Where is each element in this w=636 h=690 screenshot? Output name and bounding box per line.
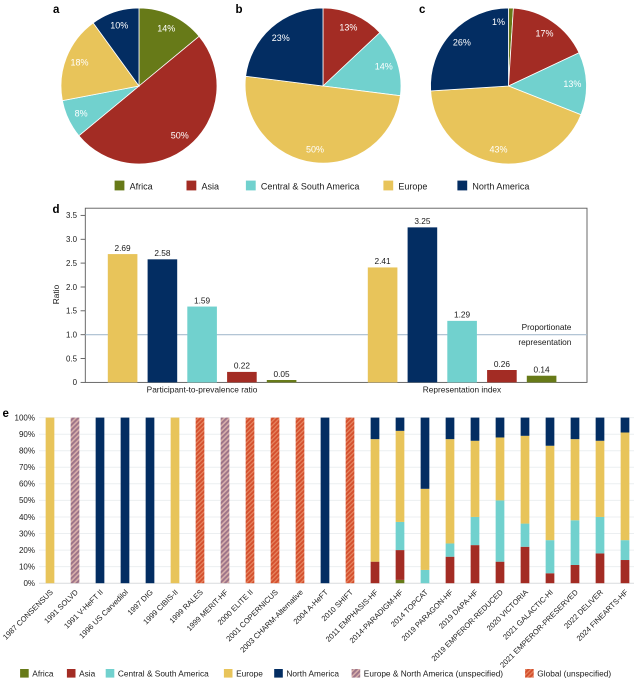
svg-text:3.25: 3.25 <box>414 216 431 226</box>
svg-text:50%: 50% <box>306 145 324 155</box>
svg-text:100%: 100% <box>15 413 35 422</box>
svg-text:26%: 26% <box>453 37 471 47</box>
svg-text:2.41: 2.41 <box>375 256 392 266</box>
svg-text:40%: 40% <box>19 513 35 522</box>
svg-text:13%: 13% <box>339 23 357 33</box>
svg-text:3.5: 3.5 <box>66 211 78 220</box>
svg-text:0.22: 0.22 <box>234 361 251 371</box>
svg-text:Asia: Asia <box>79 669 96 679</box>
svg-text:1.59: 1.59 <box>194 295 211 305</box>
svg-text:Africa: Africa <box>130 182 153 192</box>
svg-text:50%: 50% <box>171 131 189 141</box>
svg-text:0.26: 0.26 <box>494 359 511 369</box>
svg-text:14%: 14% <box>375 61 393 71</box>
svg-text:8%: 8% <box>75 108 88 118</box>
svg-text:1.5: 1.5 <box>66 307 78 316</box>
svg-text:18%: 18% <box>70 58 88 68</box>
svg-text:Ratio: Ratio <box>51 284 61 304</box>
svg-text:13%: 13% <box>563 79 581 89</box>
svg-text:Participant-to-prevalence rati: Participant-to-prevalence ratio <box>147 384 258 394</box>
svg-text:representation: representation <box>518 337 571 347</box>
svg-text:0.5: 0.5 <box>66 354 78 363</box>
svg-text:2.58: 2.58 <box>154 248 171 258</box>
svg-text:Global (unspecified): Global (unspecified) <box>537 669 611 679</box>
svg-text:2.5: 2.5 <box>66 259 78 268</box>
svg-text:30%: 30% <box>19 529 35 538</box>
svg-text:Europe: Europe <box>398 182 427 192</box>
svg-text:0.05: 0.05 <box>274 369 291 379</box>
svg-text:3.0: 3.0 <box>66 235 78 244</box>
svg-text:20%: 20% <box>19 546 35 555</box>
svg-text:17%: 17% <box>535 28 553 38</box>
svg-text:Central & South America: Central & South America <box>261 182 360 192</box>
svg-text:1.0: 1.0 <box>66 331 78 340</box>
svg-text:Proportionate: Proportionate <box>522 322 572 332</box>
svg-text:10%: 10% <box>110 20 128 30</box>
svg-text:0: 0 <box>73 378 78 387</box>
svg-text:1%: 1% <box>492 17 505 27</box>
svg-text:c: c <box>419 4 426 16</box>
svg-text:2.0: 2.0 <box>66 283 78 292</box>
svg-text:Europe: Europe <box>236 669 263 679</box>
svg-text:North America: North America <box>286 669 339 679</box>
svg-text:d: d <box>53 204 60 216</box>
svg-text:1.29: 1.29 <box>454 310 471 320</box>
svg-text:14%: 14% <box>157 23 175 33</box>
svg-text:70%: 70% <box>19 463 35 472</box>
svg-text:Europe & North America (unspec: Europe & North America (unspecified) <box>364 669 504 679</box>
svg-text:Africa: Africa <box>32 669 54 679</box>
svg-text:2.69: 2.69 <box>115 243 132 253</box>
svg-text:Asia: Asia <box>202 182 220 192</box>
svg-text:43%: 43% <box>489 144 507 154</box>
svg-text:90%: 90% <box>19 430 35 439</box>
svg-text:50%: 50% <box>19 496 35 505</box>
svg-text:North America: North America <box>472 182 529 192</box>
svg-text:Central & South America: Central & South America <box>118 669 209 679</box>
svg-text:23%: 23% <box>272 33 290 43</box>
svg-text:a: a <box>53 4 60 16</box>
svg-text:e: e <box>3 408 9 420</box>
svg-text:b: b <box>236 4 243 16</box>
svg-text:10%: 10% <box>19 562 35 571</box>
svg-text:0.14: 0.14 <box>534 365 551 375</box>
svg-text:60%: 60% <box>19 480 35 489</box>
svg-text:0%: 0% <box>23 579 35 588</box>
svg-text:80%: 80% <box>19 447 35 456</box>
svg-text:Representation index: Representation index <box>423 384 502 394</box>
